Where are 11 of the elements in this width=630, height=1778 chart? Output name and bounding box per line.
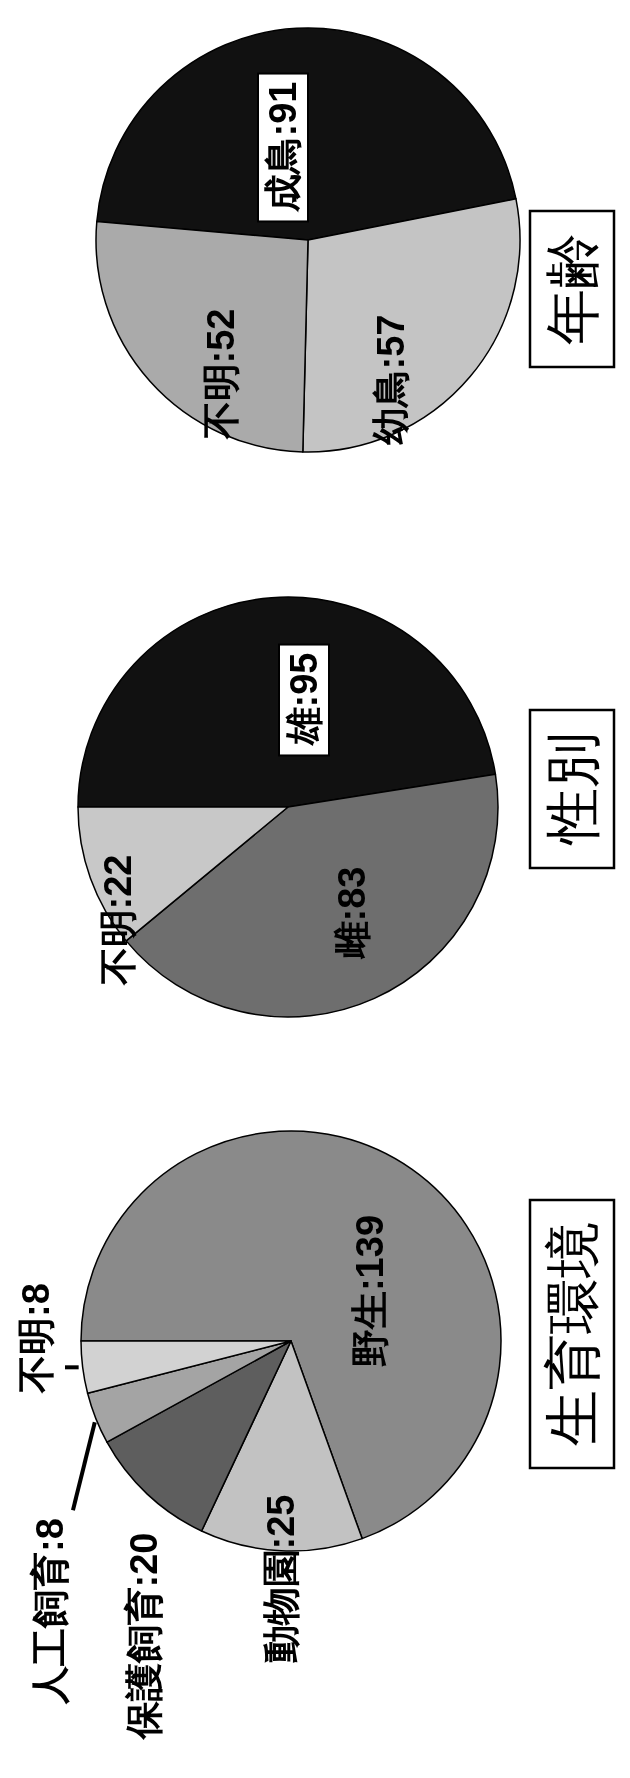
slice-label: 雄 [283,707,325,748]
data-label: :8 [15,1283,57,1317]
data-label: :8 [29,1518,71,1552]
title: 性別 [528,708,616,870]
title: 年齢 [528,209,616,369]
slice-label: 人工飼育 [29,1551,71,1705]
data-label: :91 [262,81,304,137]
title: 生育環境 [528,1198,616,1470]
slice-label: 不明 [15,1316,57,1394]
data-label: :95 [283,652,325,708]
slice-label: 成鳥 [262,136,304,214]
